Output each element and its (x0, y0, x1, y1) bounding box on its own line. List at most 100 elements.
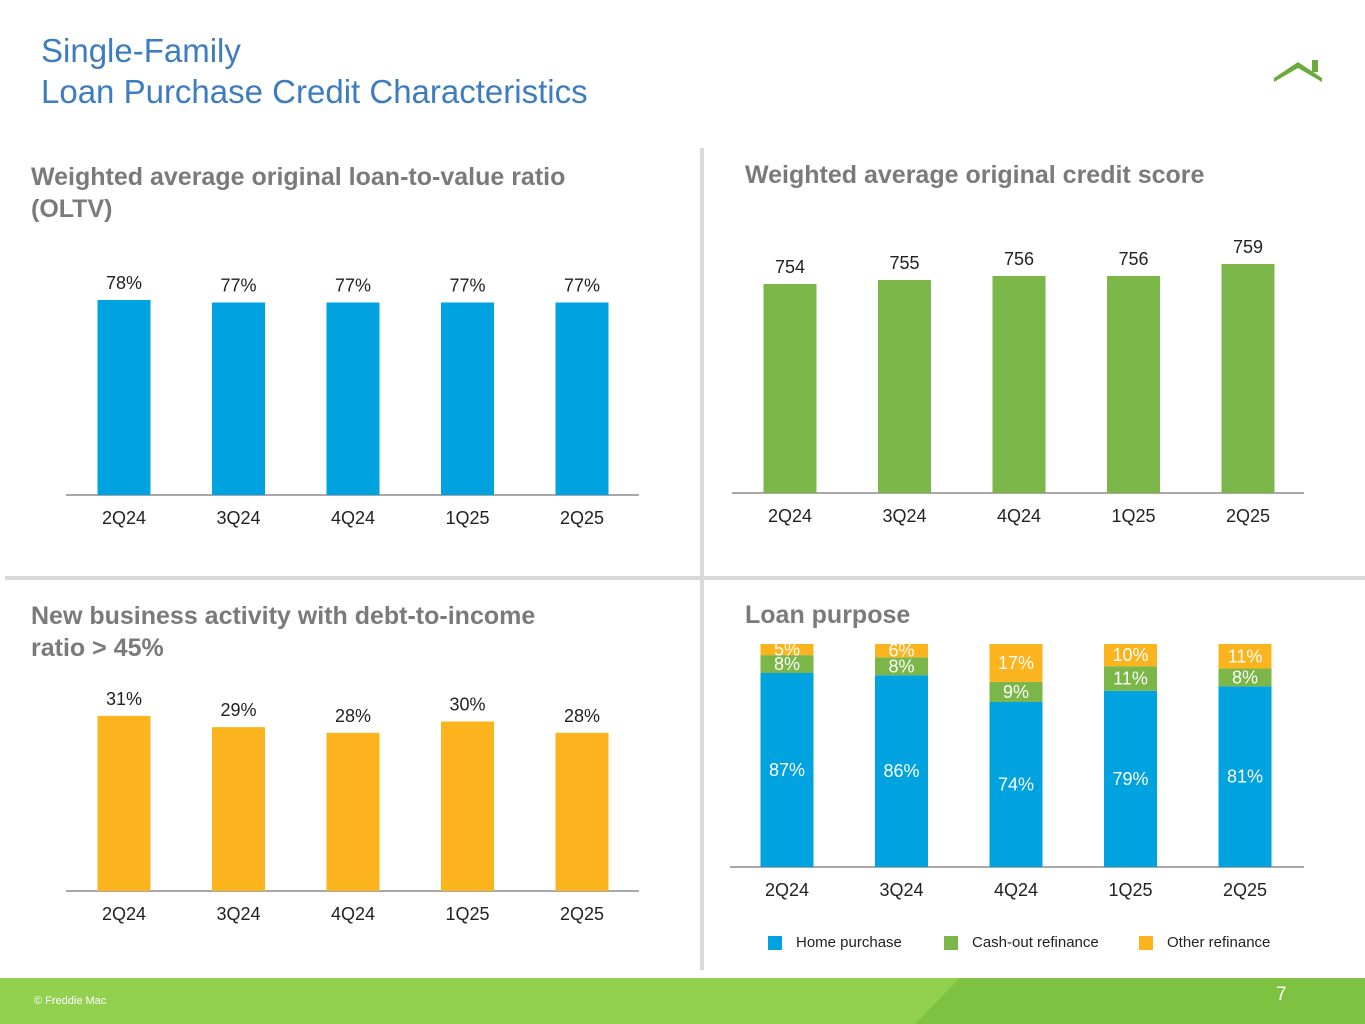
loan-purpose-segment-label: 10% (1112, 645, 1148, 665)
dti-tick-label: 1Q25 (445, 904, 489, 924)
legend-swatch-home-purchase (768, 935, 782, 950)
house-logo-icon (1274, 60, 1322, 82)
loan-purpose-tick-label: 4Q24 (994, 880, 1038, 900)
loan-purpose-segment-label: 87% (769, 760, 805, 780)
loan-purpose-segment-label: 8% (888, 656, 914, 676)
dti-data-label: 30% (449, 695, 485, 715)
credit-score-tick-label: 2Q25 (1226, 506, 1270, 526)
loan-purpose-segment-other-refinance (1104, 644, 1157, 667)
footer-bar: © Freddie Mac 7 (0, 978, 1365, 1024)
oltv-bar (97, 300, 151, 495)
loan-purpose-segment-label: 81% (1227, 767, 1263, 787)
oltv-chart-title: Weighted average original loan-to-value … (31, 161, 565, 225)
credit-score-bar (992, 276, 1046, 493)
oltv-bar (326, 302, 380, 495)
loan-purpose-segment-label: 5% (774, 640, 800, 660)
loan-purpose-segment-label: 17% (998, 653, 1034, 673)
credit-score-tick-label: 3Q24 (882, 506, 926, 526)
oltv-data-label: 77% (449, 276, 485, 296)
oltv-title-line-1: Weighted average original loan-to-value … (31, 163, 566, 191)
page-title: Single-Family Loan Purchase Credit Chara… (41, 30, 588, 112)
loan-purpose-segment-home-purchase (1104, 690, 1157, 867)
loan-purpose-chart-title: Loan purpose (745, 599, 910, 631)
legend-item-cash-out-refinance: Cash-out refinance (944, 934, 1139, 951)
loan-purpose-segment-label: 11% (1228, 646, 1263, 666)
page-number: 7 (1276, 984, 1287, 1005)
copyright-text: © Freddie Mac (34, 995, 107, 1007)
loan-purpose-segment-other-refinance (1218, 644, 1272, 669)
loan-purpose-segment-other-refinance (989, 644, 1043, 682)
dti-tick-label: 4Q24 (331, 904, 375, 924)
oltv-bar (212, 302, 265, 495)
legend-label-cash-out-refinance: Cash-out refinance (972, 934, 1099, 951)
loan-purpose-tick-label: 1Q25 (1108, 880, 1152, 900)
loan-purpose-tick-label: 2Q25 (1223, 880, 1267, 900)
credit-score-bar (763, 284, 817, 493)
oltv-data-label: 77% (220, 276, 256, 296)
oltv-data-label: 77% (335, 276, 371, 296)
dti-title-line-2: ratio > 45% (31, 634, 164, 662)
loan-purpose-segment-label: 74% (998, 774, 1034, 794)
credit-score-tick-label: 2Q24 (768, 506, 812, 526)
credit-score-data-label: 756 (1118, 249, 1148, 269)
loan-purpose-segment-cash-out-refinance (1218, 668, 1272, 687)
loan-purpose-tick-label: 3Q24 (879, 880, 923, 900)
oltv-tick-label: 2Q24 (102, 508, 146, 528)
oltv-tick-label: 2Q25 (560, 508, 604, 528)
oltv-bar (441, 302, 494, 495)
loan-purpose-segment-home-purchase (875, 675, 928, 867)
credit-score-chart-title: Weighted average original credit score (745, 159, 1204, 191)
dti-bar (555, 732, 609, 891)
dti-data-label: 28% (564, 706, 600, 726)
oltv-tick-label: 1Q25 (445, 508, 489, 528)
loan-purpose-segment-cash-out-refinance (760, 655, 814, 673)
legend-swatch-cash-out-refinance (944, 935, 958, 950)
credit-score-bar (1221, 264, 1275, 493)
legend-label-home-purchase: Home purchase (796, 934, 902, 951)
loan-purpose-segment-label: 8% (774, 654, 800, 674)
loan-purpose-segment-label: 79% (1112, 769, 1148, 789)
dti-tick-label: 2Q24 (102, 904, 146, 924)
loan-purpose-segment-other-refinance (760, 644, 814, 656)
oltv-bar (555, 302, 609, 495)
credit-score-bar (1107, 276, 1160, 493)
oltv-tick-label: 4Q24 (331, 508, 375, 528)
oltv-tick-label: 3Q24 (216, 508, 260, 528)
loan-purpose-segment-cash-out-refinance (989, 681, 1043, 702)
loan-purpose-segment-other-refinance (875, 644, 928, 658)
loan-purpose-segment-label: 9% (1003, 682, 1029, 702)
credit-score-data-label: 755 (889, 253, 919, 273)
credit-score-bar (878, 280, 931, 493)
loan-purpose-title-line-1: Loan purpose (745, 601, 911, 629)
horizontal-divider (5, 576, 1365, 580)
credit-score-data-label: 759 (1233, 237, 1263, 257)
loan-purpose-segment-cash-out-refinance (1104, 666, 1157, 691)
loan-purpose-segment-label: 11% (1113, 669, 1148, 689)
dti-chart-title: New business activity with debt-to-incom… (31, 600, 535, 664)
vertical-divider (700, 148, 704, 970)
legend-item-home-purchase: Home purchase (768, 934, 944, 951)
loan-purpose-tick-label: 2Q24 (765, 880, 809, 900)
loan-purpose-legend: Home purchase Cash-out refinance Other r… (768, 934, 1270, 951)
dti-tick-label: 3Q24 (216, 904, 260, 924)
oltv-data-label: 78% (106, 273, 142, 293)
page-title-line-2: Loan Purchase Credit Characteristics (41, 73, 588, 110)
page-title-line-1: Single-Family (41, 32, 241, 69)
dti-bar (97, 715, 151, 891)
legend-item-other-refinance: Other refinance (1139, 934, 1270, 951)
loan-purpose-segment-home-purchase (760, 672, 814, 867)
dti-bar (212, 727, 265, 891)
credit-score-data-label: 756 (1004, 249, 1034, 269)
dti-bar (441, 721, 494, 891)
loan-purpose-segment-home-purchase (989, 701, 1043, 867)
loan-purpose-segment-cash-out-refinance (875, 657, 928, 676)
footer-band-shape (915, 978, 1365, 1024)
loan-purpose-segment-home-purchase (1218, 686, 1272, 867)
dti-data-label: 31% (106, 689, 142, 709)
loan-purpose-segment-label: 6% (888, 641, 914, 661)
legend-swatch-other-refinance (1139, 935, 1153, 950)
dti-bar (326, 732, 380, 891)
oltv-data-label: 77% (564, 276, 600, 296)
credit-score-tick-label: 1Q25 (1111, 506, 1155, 526)
